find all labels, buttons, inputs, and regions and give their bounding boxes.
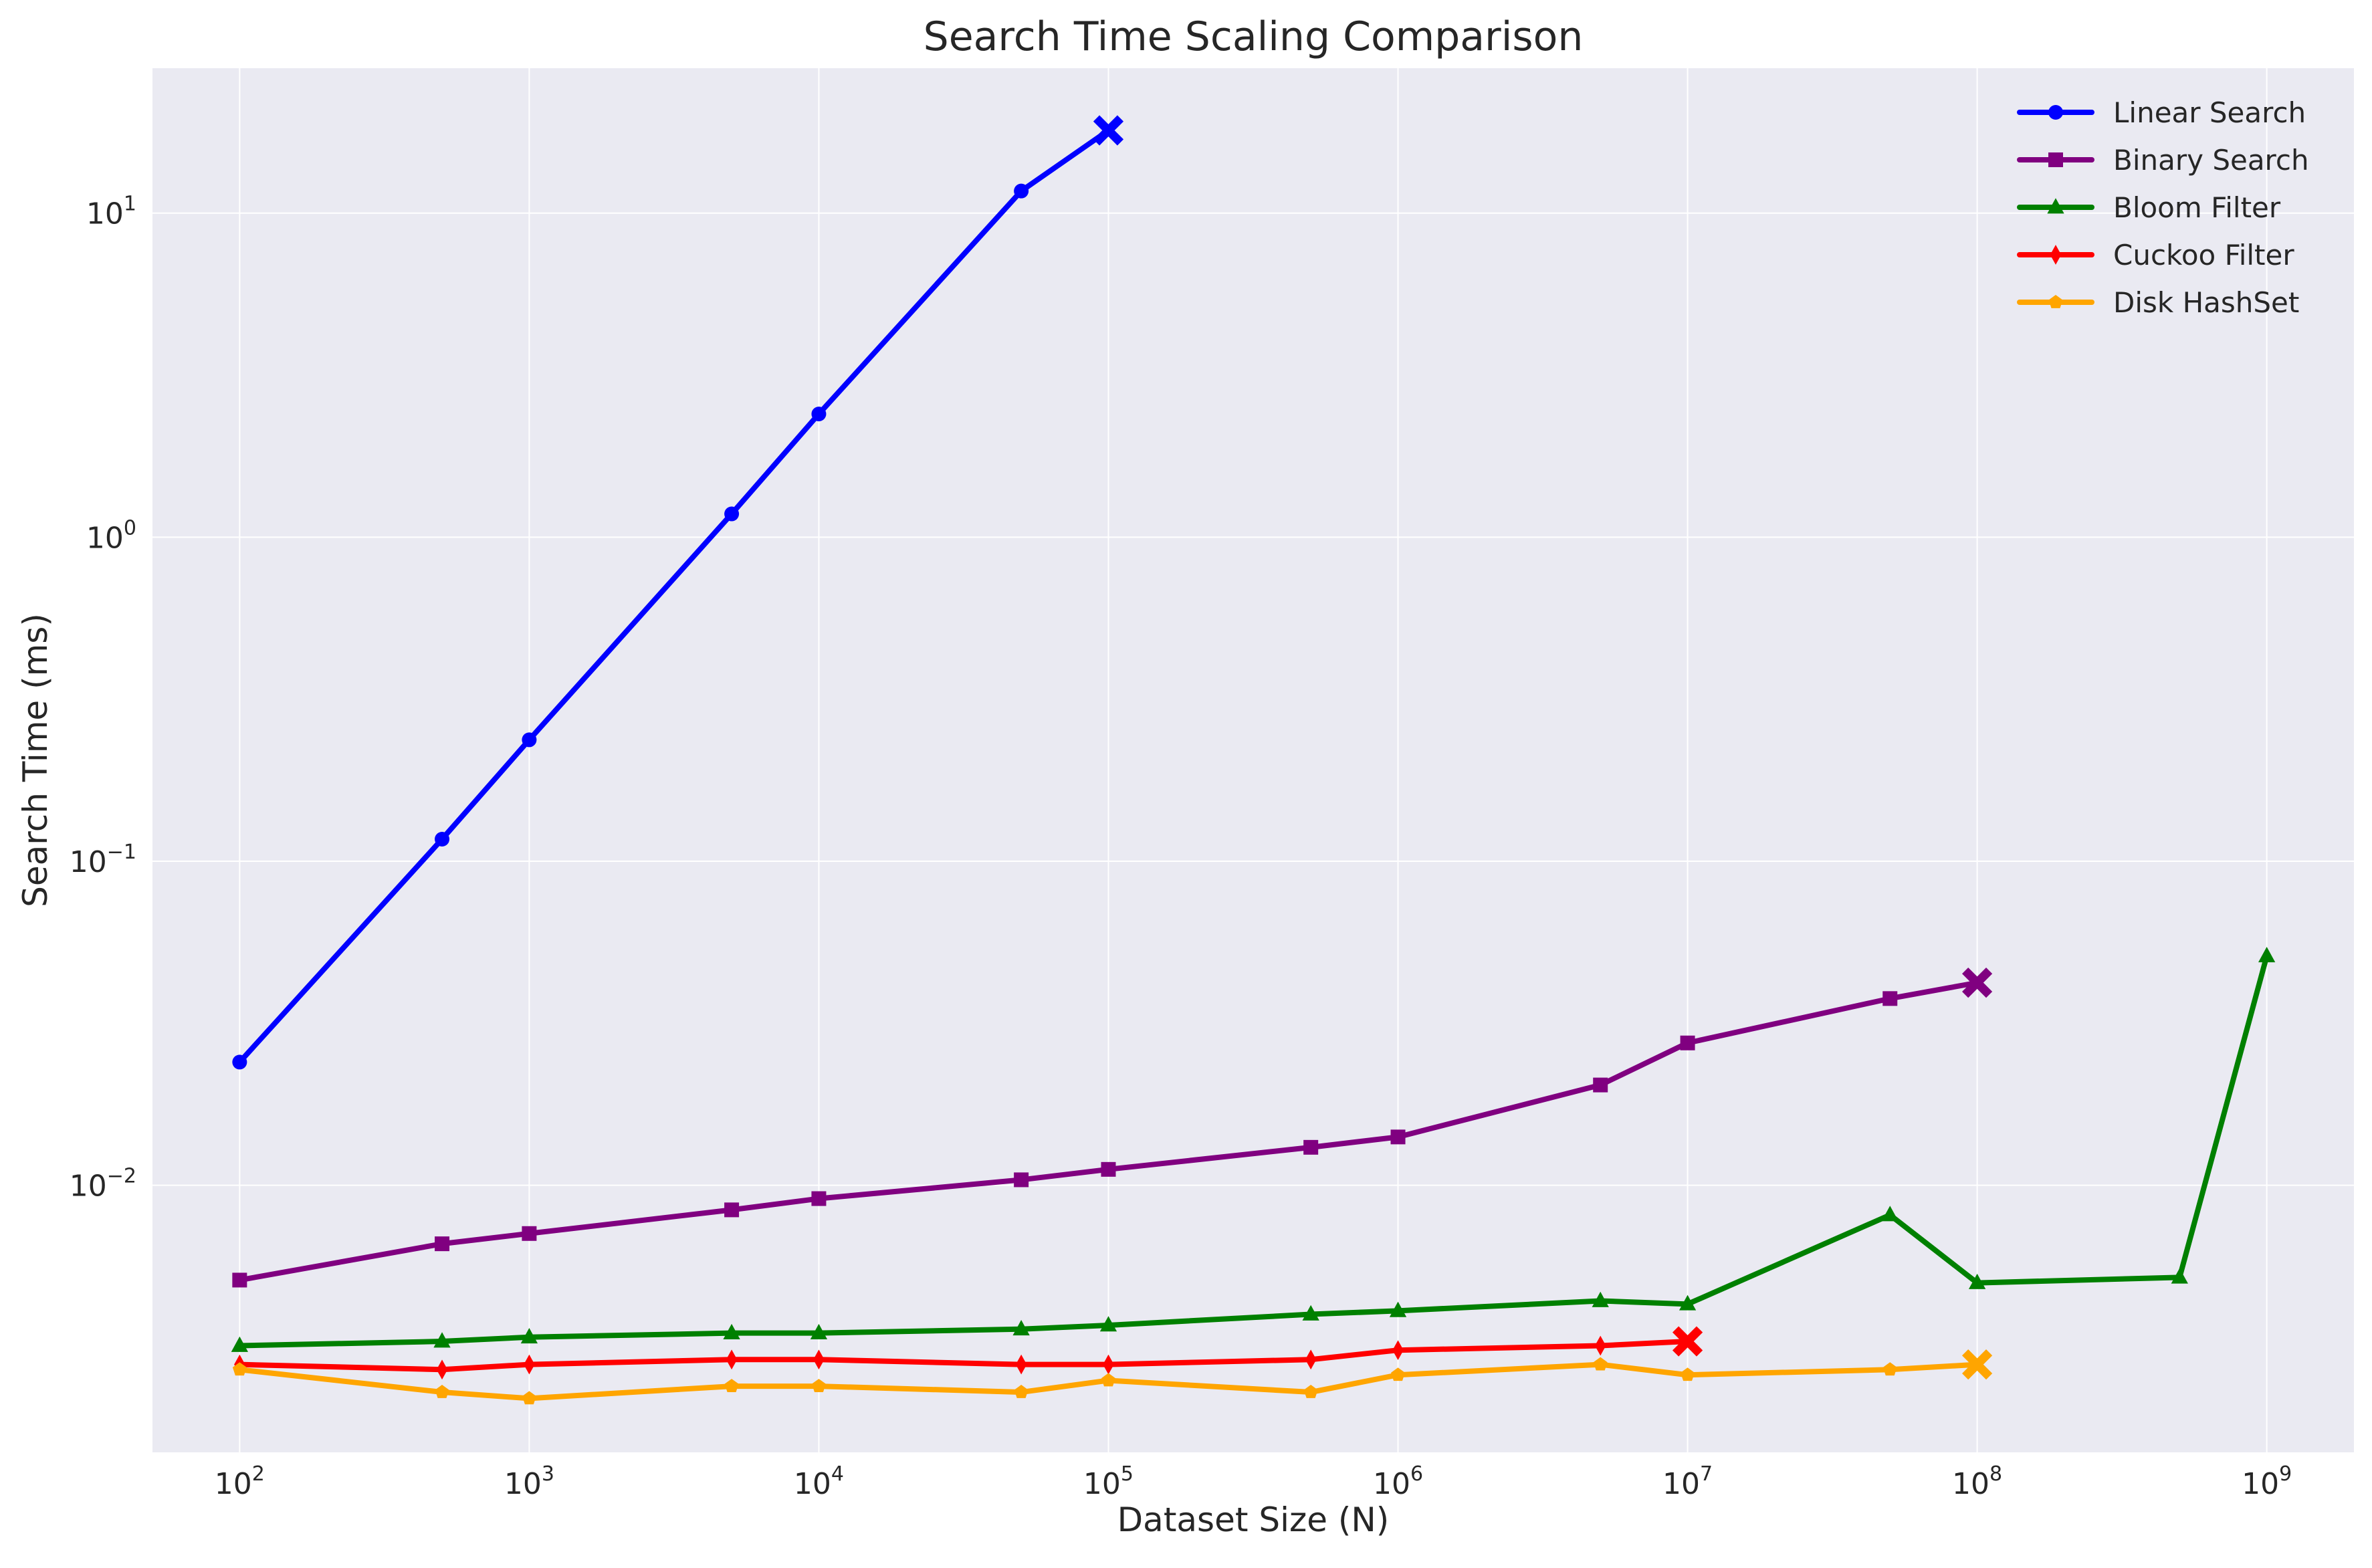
last-point-marker-disk-hashset: [1962, 1349, 1993, 1380]
tick-labels: 102 103 104 105 106 107 108 109 10−2 10−1 100 101: [70, 193, 2292, 1501]
data-point-linear-search: [435, 831, 450, 847]
data-point-bloom-filter: [2171, 1268, 2188, 1284]
data-point-cuckoo-filter: [813, 1349, 825, 1370]
data-point-binary-search: [435, 1236, 450, 1252]
data-point-cuckoo-filter: [436, 1359, 448, 1380]
legend-label-binary-search: Binary Search: [2113, 144, 2309, 177]
series-layer: [231, 115, 2276, 1405]
legend-label-disk-hashset: Disk HashSet: [2113, 286, 2299, 319]
data-point-cuckoo-filter: [1594, 1335, 1606, 1356]
legend-label-bloom-filter: Bloom Filter: [2113, 191, 2281, 224]
data-point-disk-hashset: [232, 1362, 247, 1376]
x-tick-label: 106: [1373, 1462, 1423, 1501]
legend-item-binary-search: Binary Search: [2017, 144, 2309, 177]
data-point-binary-search: [1014, 1172, 1029, 1188]
series-bloom-filter: [231, 947, 2276, 1352]
y-tick-label: 10−1: [70, 841, 136, 879]
legend-item-bloom-filter: Bloom Filter: [2017, 191, 2281, 224]
data-point-bloom-filter: [723, 1323, 740, 1340]
data-point-bloom-filter: [1389, 1301, 1407, 1317]
series-disk-hashset: [232, 1349, 1993, 1405]
data-point-cuckoo-filter: [1103, 1354, 1114, 1375]
legend-marker-binary-search: [2048, 152, 2063, 167]
data-point-binary-search: [522, 1226, 537, 1241]
data-point-disk-hashset: [522, 1391, 536, 1405]
data-point-disk-hashset: [1101, 1373, 1115, 1387]
data-point-linear-search: [1014, 183, 1029, 199]
data-point-linear-search: [811, 407, 827, 422]
data-point-binary-search: [1303, 1139, 1319, 1155]
data-point-binary-search: [232, 1272, 247, 1288]
data-point-bloom-filter: [231, 1336, 249, 1352]
legend-marker-cuckoo-filter: [2050, 245, 2062, 265]
legend-marker-disk-hashset: [2048, 295, 2063, 308]
data-point-bloom-filter: [1099, 1316, 1117, 1332]
data-point-disk-hashset: [1391, 1367, 1405, 1381]
data-point-linear-search: [724, 506, 740, 522]
data-point-binary-search: [1680, 1035, 1695, 1050]
series-linear-search: [232, 115, 1124, 1070]
data-point-bloom-filter: [1881, 1206, 1899, 1222]
data-point-binary-search: [811, 1191, 827, 1206]
legend-marker-linear-search: [2048, 105, 2063, 120]
series-binary-search: [232, 968, 1993, 1288]
plot-area: [152, 68, 2354, 1452]
data-point-disk-hashset: [1882, 1362, 1897, 1376]
x-tick-label: 104: [794, 1462, 844, 1501]
data-point-disk-hashset: [811, 1379, 826, 1392]
grid-lines: [152, 68, 2354, 1452]
x-tick-label: 109: [2242, 1462, 2292, 1501]
data-point-disk-hashset: [1014, 1385, 1029, 1398]
data-point-linear-search: [522, 732, 537, 748]
data-point-disk-hashset: [435, 1385, 449, 1398]
legend-label-cuckoo-filter: Cuckoo Filter: [2113, 239, 2294, 271]
data-point-cuckoo-filter: [1305, 1349, 1317, 1370]
data-point-disk-hashset: [1593, 1357, 1608, 1371]
y-tick-label: 10−2: [70, 1165, 136, 1204]
x-axis-label: Dataset Size (N): [1117, 1500, 1390, 1539]
legend-item-linear-search: Linear Search: [2017, 96, 2306, 129]
data-point-binary-search: [724, 1202, 740, 1218]
data-point-bloom-filter: [1968, 1273, 1986, 1289]
data-point-disk-hashset: [1681, 1367, 1695, 1381]
x-tick-label: 105: [1083, 1462, 1134, 1501]
legend-item-cuckoo-filter: Cuckoo Filter: [2017, 239, 2294, 271]
legend-label-linear-search: Linear Search: [2113, 96, 2306, 129]
legend-marker-bloom-filter: [2047, 198, 2064, 214]
data-point-bloom-filter: [1679, 1295, 1697, 1311]
chart-title: Search Time Scaling Comparison: [924, 13, 1584, 60]
data-point-cuckoo-filter: [1015, 1354, 1027, 1375]
x-tick-label: 108: [1952, 1462, 2002, 1501]
data-point-binary-search: [1882, 991, 1898, 1006]
data-point-bloom-filter: [1012, 1319, 1030, 1336]
x-tick-label: 103: [504, 1462, 554, 1501]
data-point-cuckoo-filter: [524, 1354, 535, 1375]
data-point-linear-search: [232, 1054, 247, 1070]
data-point-bloom-filter: [433, 1332, 451, 1348]
legend-item-disk-hashset: Disk HashSet: [2017, 286, 2299, 319]
data-point-binary-search: [1593, 1077, 1608, 1093]
data-point-disk-hashset: [1303, 1385, 1318, 1398]
data-point-bloom-filter: [520, 1328, 538, 1344]
data-point-bloom-filter: [810, 1323, 828, 1340]
data-point-cuckoo-filter: [1392, 1340, 1404, 1361]
y-tick-label: 101: [86, 193, 136, 231]
data-point-cuckoo-filter: [726, 1349, 738, 1370]
last-point-marker-binary-search: [1962, 968, 1993, 998]
data-point-bloom-filter: [1302, 1305, 1319, 1321]
x-tick-label: 102: [215, 1462, 265, 1501]
data-point-disk-hashset: [724, 1379, 739, 1392]
last-point-marker-linear-search: [1093, 115, 1124, 146]
data-point-bloom-filter: [1592, 1291, 1609, 1307]
legend: Linear Search Binary Search Bloom Filter Cu…: [2017, 96, 2309, 319]
last-point-marker-cuckoo-filter: [1672, 1326, 1703, 1357]
data-point-bloom-filter: [2258, 947, 2276, 963]
y-axis-label: Search Time (ms): [16, 613, 55, 907]
y-tick-label: 100: [86, 516, 136, 555]
data-point-binary-search: [1101, 1161, 1116, 1177]
data-point-binary-search: [1390, 1129, 1406, 1145]
x-tick-label: 107: [1662, 1462, 1713, 1501]
